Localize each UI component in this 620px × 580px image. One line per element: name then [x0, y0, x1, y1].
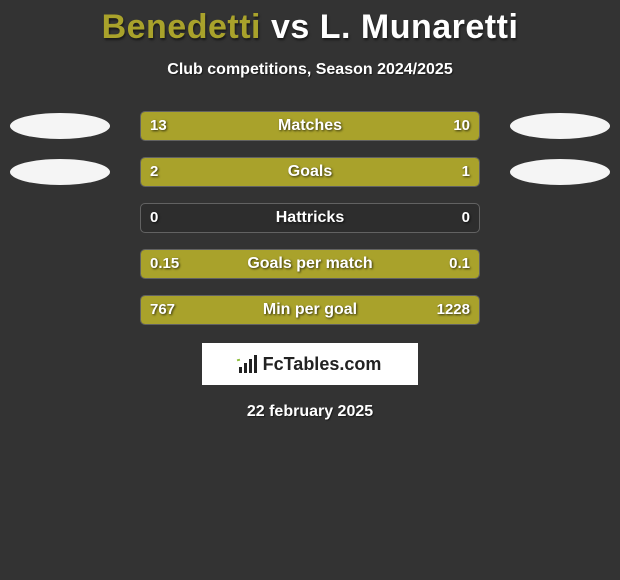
chart-icon: [239, 355, 257, 373]
stat-row: 0Hattricks0: [0, 203, 620, 233]
title-player-left: Benedetti: [102, 8, 261, 46]
player-marker-right: [510, 113, 610, 139]
stat-row: 0.15Goals per match0.1: [0, 249, 620, 279]
page-title: Benedetti vs L. Munaretti: [0, 0, 620, 47]
stat-label: Hattricks: [140, 203, 480, 233]
stat-value-right: 1: [462, 157, 470, 187]
brand-text: FcTables.com: [263, 354, 382, 375]
stat-label: Min per goal: [140, 295, 480, 325]
player-marker-left: [10, 159, 110, 185]
stat-value-right: 0: [462, 203, 470, 233]
date-label: 22 february 2025: [0, 403, 620, 421]
title-vs: vs: [271, 8, 310, 46]
subtitle: Club competitions, Season 2024/2025: [0, 61, 620, 79]
stat-label: Goals per match: [140, 249, 480, 279]
stat-value-right: 0.1: [449, 249, 470, 279]
stat-row: 13Matches10: [0, 111, 620, 141]
stat-value-right: 10: [453, 111, 470, 141]
stat-row: 767Min per goal1228: [0, 295, 620, 325]
stat-row: 2Goals1: [0, 157, 620, 187]
title-player-right: L. Munaretti: [320, 8, 519, 46]
comparison-chart: 13Matches10 2Goals1 0Hattricks0 0.15Goals p…: [0, 111, 620, 325]
player-marker-right: [510, 159, 610, 185]
player-marker-left: [10, 113, 110, 139]
stat-label: Matches: [140, 111, 480, 141]
stat-label: Goals: [140, 157, 480, 187]
stat-value-right: 1228: [437, 295, 470, 325]
brand-box[interactable]: FcTables.com: [202, 343, 418, 385]
